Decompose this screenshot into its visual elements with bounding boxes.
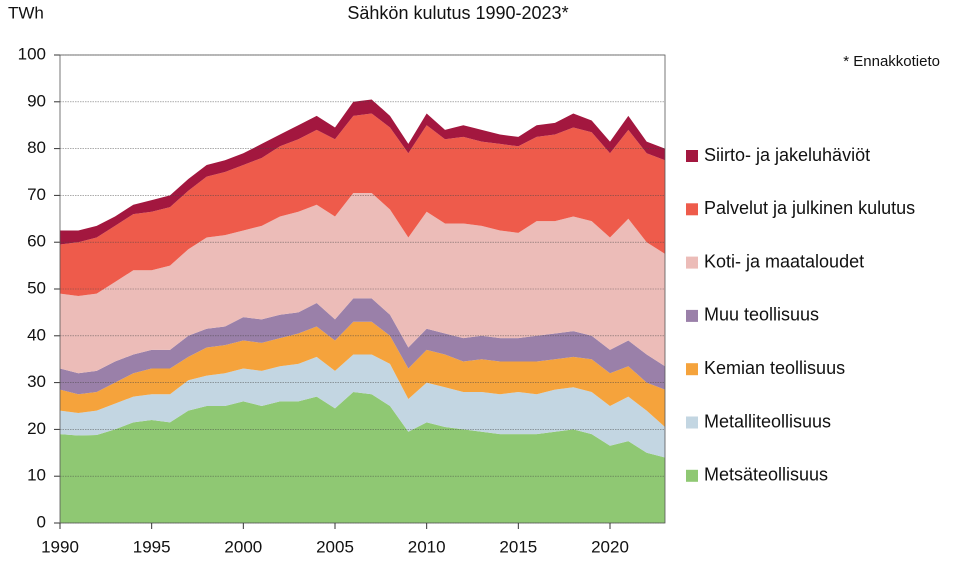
y-tick-label: 20	[27, 419, 46, 438]
y-tick-label: 10	[27, 466, 46, 485]
chart-title: Sähkön kulutus 1990-2023*	[347, 3, 568, 23]
legend-text: Siirto- ja jakeluhäviöt	[704, 145, 870, 165]
y-tick-label: 60	[27, 232, 46, 251]
legend-text: Muu teollisuus	[704, 305, 819, 325]
x-tick-label: 2020	[591, 537, 629, 556]
x-tick-label: 1990	[41, 537, 79, 556]
area	[60, 321, 665, 428]
legend-text: Koti- ja maataloudet	[704, 251, 864, 271]
area	[60, 354, 665, 458]
y-axis-label: TWh	[8, 3, 44, 22]
x-tick-label: 1995	[133, 537, 171, 556]
annotation: * Ennakkotieto	[843, 53, 940, 70]
legend-swatch	[686, 309, 698, 322]
legend-swatch	[686, 150, 698, 162]
area	[60, 298, 665, 395]
x-tick-label: 2010	[408, 537, 446, 556]
legend-swatch	[686, 469, 698, 482]
y-tick-label: 100	[18, 44, 46, 63]
area	[60, 193, 665, 374]
y-tick-label: 80	[27, 138, 46, 157]
y-tick-label: 70	[27, 185, 46, 204]
area	[60, 113, 665, 297]
x-tick-label: 2015	[499, 537, 537, 556]
plot-frame	[59, 54, 666, 524]
legend-text: Metsäteollisuus	[704, 465, 828, 485]
y-tick-label: 30	[27, 372, 46, 391]
y-tick-label: 90	[27, 91, 46, 110]
x-tick-label: 2000	[224, 537, 262, 556]
legend-swatch	[686, 256, 698, 269]
legend-text: Palvelut ja julkinen kulutus	[704, 198, 915, 218]
y-tick-label: 0	[37, 512, 46, 531]
legend-swatch	[686, 416, 698, 429]
legend-text: Kemian teollisuus	[704, 358, 845, 378]
area	[60, 391, 665, 523]
legend-text: Metalliteollisuus	[704, 411, 831, 431]
x-tick-label: 2005	[316, 537, 354, 556]
legend-swatch	[686, 203, 698, 216]
y-tick-label: 50	[27, 278, 46, 297]
legend-swatch	[686, 363, 698, 376]
y-tick-label: 40	[27, 325, 46, 344]
